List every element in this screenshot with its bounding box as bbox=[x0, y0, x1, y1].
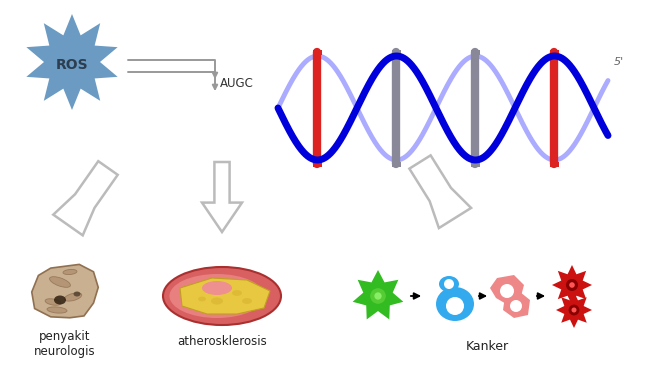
Ellipse shape bbox=[436, 287, 474, 321]
Polygon shape bbox=[503, 292, 530, 318]
Bar bbox=[392, 50, 401, 55]
Bar bbox=[550, 50, 559, 55]
Ellipse shape bbox=[45, 299, 61, 305]
Bar bbox=[313, 161, 322, 166]
Text: penyakit
neurologis: penyakit neurologis bbox=[34, 330, 96, 358]
Ellipse shape bbox=[170, 274, 264, 318]
Circle shape bbox=[370, 288, 386, 304]
Ellipse shape bbox=[198, 296, 206, 301]
Bar bbox=[471, 50, 480, 55]
Ellipse shape bbox=[50, 277, 71, 287]
Text: 5': 5' bbox=[614, 57, 624, 67]
Bar bbox=[392, 161, 401, 166]
Bar bbox=[313, 50, 322, 55]
Polygon shape bbox=[490, 275, 524, 305]
Polygon shape bbox=[53, 161, 118, 235]
Polygon shape bbox=[27, 14, 118, 110]
Circle shape bbox=[375, 292, 382, 300]
Ellipse shape bbox=[202, 281, 232, 295]
Polygon shape bbox=[410, 156, 471, 228]
Circle shape bbox=[568, 305, 579, 315]
Polygon shape bbox=[353, 270, 403, 320]
Circle shape bbox=[510, 300, 522, 312]
Polygon shape bbox=[202, 162, 242, 232]
Ellipse shape bbox=[163, 267, 281, 325]
Text: AUGC: AUGC bbox=[220, 77, 254, 89]
Polygon shape bbox=[552, 265, 592, 305]
Circle shape bbox=[569, 282, 575, 288]
Ellipse shape bbox=[73, 291, 80, 296]
Polygon shape bbox=[556, 292, 592, 328]
Ellipse shape bbox=[211, 297, 223, 305]
Circle shape bbox=[446, 297, 464, 315]
Bar bbox=[471, 161, 480, 166]
Ellipse shape bbox=[232, 290, 242, 296]
Polygon shape bbox=[180, 278, 270, 314]
Circle shape bbox=[566, 279, 578, 291]
Bar bbox=[550, 161, 559, 166]
Ellipse shape bbox=[439, 276, 459, 292]
Ellipse shape bbox=[242, 298, 252, 304]
Ellipse shape bbox=[64, 293, 82, 301]
Text: atherosklerosis: atherosklerosis bbox=[177, 335, 267, 348]
Circle shape bbox=[444, 279, 454, 289]
Circle shape bbox=[572, 308, 577, 313]
Polygon shape bbox=[32, 264, 98, 318]
Circle shape bbox=[500, 284, 514, 298]
Ellipse shape bbox=[63, 270, 77, 275]
Text: Kanker: Kanker bbox=[465, 340, 509, 353]
Text: ROS: ROS bbox=[56, 58, 88, 72]
Ellipse shape bbox=[54, 296, 66, 305]
Ellipse shape bbox=[47, 307, 67, 313]
